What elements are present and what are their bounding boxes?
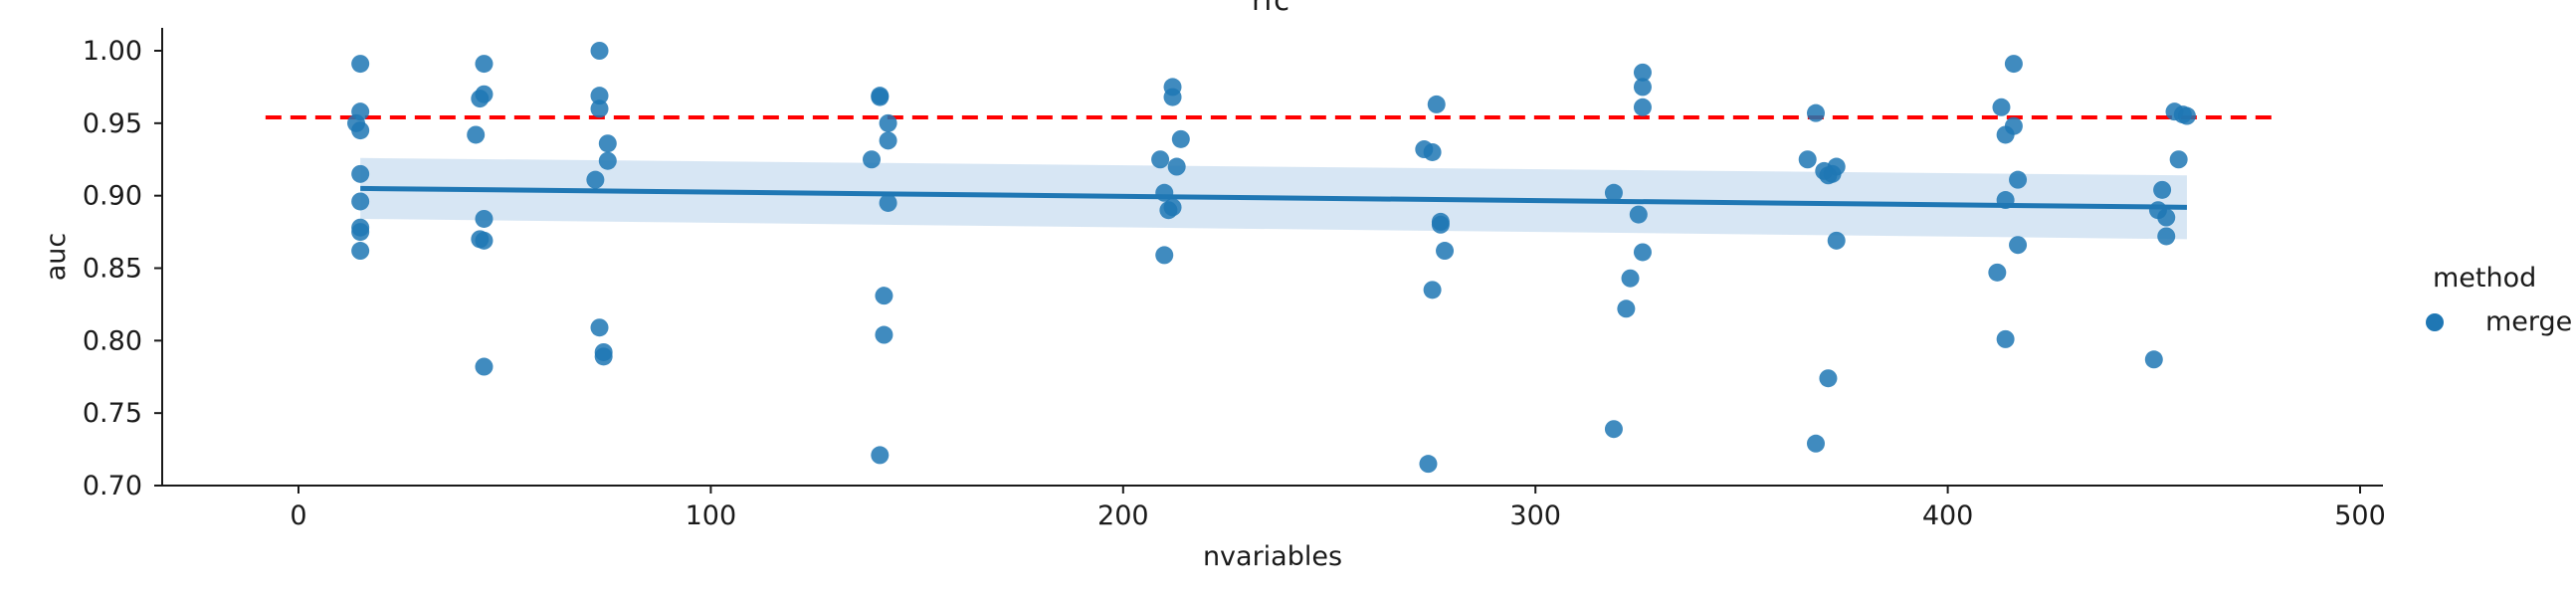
y-tick-label: 0.80 <box>83 325 142 356</box>
data-point <box>2169 150 2188 169</box>
data-point <box>1996 125 2015 144</box>
data-point <box>2009 170 2028 189</box>
data-point <box>1819 166 1838 185</box>
data-point <box>1633 78 1652 97</box>
data-point <box>2144 350 2163 369</box>
data-point <box>1159 201 1178 220</box>
data-point <box>1617 299 1636 318</box>
data-point <box>1431 215 1450 234</box>
chart-title: rfc <box>1252 0 1289 17</box>
data-point <box>590 87 609 105</box>
y-tick-label: 1.00 <box>83 36 142 67</box>
data-point <box>475 55 494 74</box>
data-point <box>879 131 897 150</box>
y-ticks: 0.70 0.75 0.80 0.85 0.90 0.95 1.00 <box>83 36 162 501</box>
data-point <box>875 287 893 305</box>
data-point <box>590 100 609 118</box>
data-point <box>1633 243 1652 262</box>
legend-label-merge: merge <box>2485 306 2572 337</box>
data-point <box>1163 88 1182 106</box>
data-point <box>598 151 617 170</box>
data-point <box>475 231 494 250</box>
data-point <box>1806 103 1825 122</box>
y-tick-label: 0.70 <box>83 471 142 501</box>
x-tick-label: 400 <box>1922 500 1974 531</box>
data-point <box>351 121 370 140</box>
data-point <box>598 134 617 153</box>
data-point <box>1827 231 1846 250</box>
data-point <box>1604 420 1623 439</box>
x-tick-label: 0 <box>290 500 306 531</box>
data-point <box>2009 236 2028 255</box>
x-axis-label: nvariables <box>1203 541 1342 572</box>
data-point <box>1423 142 1442 161</box>
x-tick-label: 500 <box>2334 500 2386 531</box>
data-point <box>1621 269 1640 288</box>
x-tick-label: 200 <box>1097 500 1149 531</box>
data-point <box>1155 246 1174 265</box>
x-tick-label: 100 <box>686 500 737 531</box>
data-point <box>351 242 370 261</box>
data-point <box>471 90 490 108</box>
data-point <box>1604 183 1623 202</box>
data-point <box>1633 63 1652 82</box>
data-point <box>2177 106 2196 125</box>
data-point <box>1629 205 1648 224</box>
data-point <box>590 42 609 60</box>
data-point <box>467 125 486 144</box>
data-point <box>594 347 613 366</box>
x-tick-label: 300 <box>1509 500 1561 531</box>
y-tick-label: 0.95 <box>83 108 142 139</box>
data-point <box>1992 98 2011 116</box>
data-point <box>2157 227 2176 246</box>
data-point <box>1423 281 1442 299</box>
data-point <box>2157 208 2176 227</box>
data-point <box>1167 157 1186 176</box>
data-point <box>1798 150 1817 169</box>
data-point <box>351 192 370 211</box>
y-tick-label: 0.85 <box>83 254 142 285</box>
data-point <box>879 193 897 212</box>
data-point <box>351 164 370 183</box>
legend-title: method <box>2433 263 2536 294</box>
data-point <box>871 88 890 106</box>
data-point <box>1996 329 2015 348</box>
data-point <box>2004 55 2023 74</box>
y-tick-label: 0.75 <box>83 398 142 429</box>
regression-line <box>360 185 2187 210</box>
data-point <box>863 150 882 169</box>
data-point <box>2153 180 2172 199</box>
data-point <box>871 446 890 465</box>
data-point <box>475 357 494 376</box>
data-point <box>875 325 893 344</box>
x-ticks: 0 100 200 300 400 500 <box>290 486 2386 531</box>
regression-line-layer <box>360 185 2187 210</box>
data-point <box>351 55 370 74</box>
data-point <box>1151 150 1170 169</box>
data-point <box>1819 369 1838 388</box>
legend: method merge <box>2426 263 2572 337</box>
y-axis-label: auc <box>41 233 72 282</box>
data-point <box>1436 242 1455 261</box>
data-point <box>586 170 605 189</box>
data-point <box>590 318 609 337</box>
data-point <box>879 113 897 132</box>
legend-marker-merge <box>2426 313 2444 331</box>
data-point <box>1633 98 1652 116</box>
data-point <box>351 223 370 242</box>
data-point <box>1988 263 2007 282</box>
data-point <box>1171 129 1190 148</box>
data-point <box>1806 434 1825 453</box>
data-point <box>1427 95 1446 113</box>
data-points-layer <box>347 42 2196 474</box>
data-point <box>475 209 494 228</box>
data-point <box>1419 455 1438 474</box>
y-tick-label: 0.90 <box>83 181 142 212</box>
